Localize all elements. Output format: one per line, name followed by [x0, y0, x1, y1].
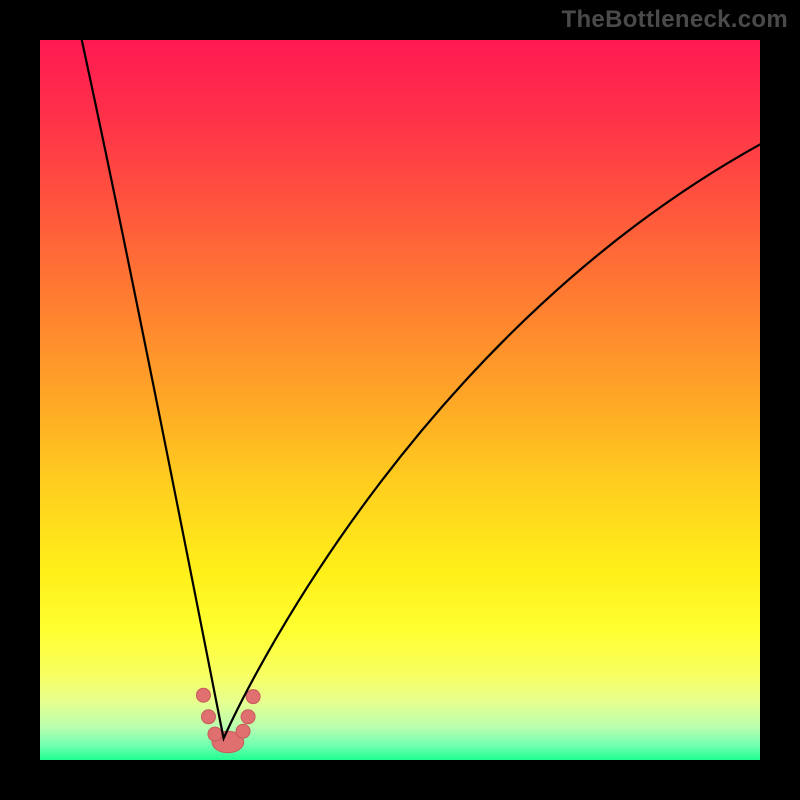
inner-gradient: [40, 40, 760, 760]
chart-svg: [0, 0, 800, 800]
bottleneck-chart: { "source": { "label": "TheBottleneck.co…: [0, 0, 800, 800]
watermark-text: TheBottleneck.com: [562, 6, 788, 34]
